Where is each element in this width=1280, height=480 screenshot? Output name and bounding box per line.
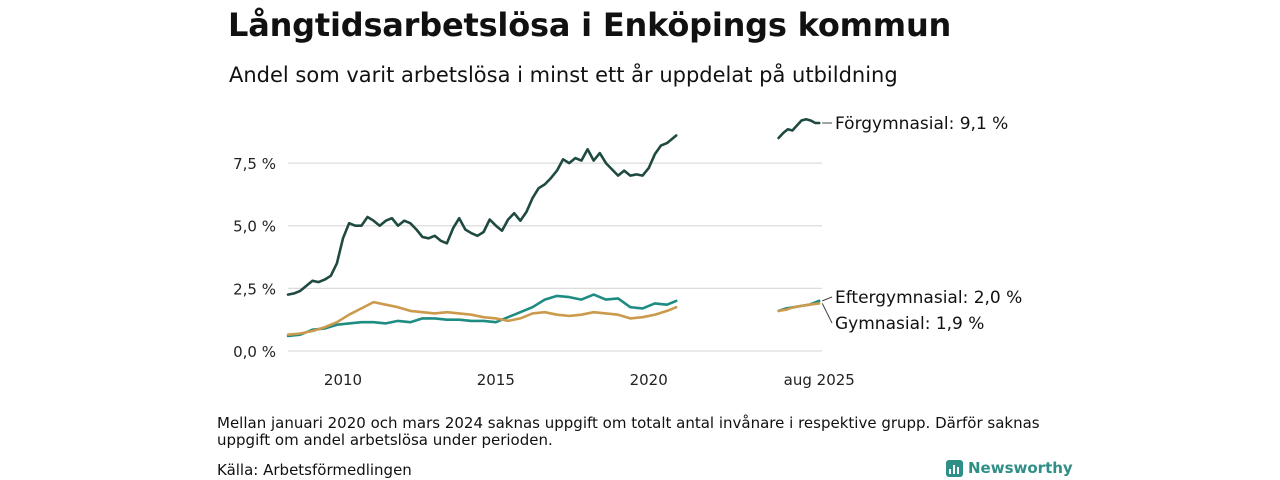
series-lines: [286, 118, 821, 338]
newsworthy-logo: Newsworthy: [946, 458, 1073, 478]
y-tick-label: 5,0 %: [233, 218, 276, 236]
x-tick-label: 2015: [477, 371, 515, 389]
label-leader-eftergymnasial: [822, 296, 833, 302]
y-tick-label: 0,0 %: [233, 343, 276, 361]
gridlines: [288, 162, 822, 352]
end-label-eftergymnasial: Eftergymnasial: 2,0 %: [835, 288, 1022, 308]
x-tick-label: 2010: [324, 371, 362, 389]
footnote: Mellan januari 2020 och mars 2024 saknas…: [217, 414, 1040, 449]
y-tick-label: 2,5 %: [233, 280, 276, 298]
x-tick-label: aug 2025: [784, 371, 855, 389]
brand-label: Newsworthy: [968, 459, 1073, 477]
chart-title: Långtidsarbetslösa i Enköpings kommun: [228, 6, 952, 44]
chart-subtitle: Andel som varit arbetslösa i minst ett å…: [229, 63, 898, 87]
x-axis-ticks: 2010 2015 2020 aug 2025: [324, 371, 855, 389]
x-tick-label: 2020: [630, 371, 668, 389]
end-label-forgymnasial: Förgymnasial: 9,1 %: [835, 114, 1008, 134]
series-line-forgymnasial: [286, 134, 678, 296]
y-axis-ticks: 0,0 % 2,5 % 5,0 % 7,5 %: [233, 155, 276, 361]
line-chart: 0,0 % 2,5 % 5,0 % 7,5 % 2010 2015 2020 aug 202…: [233, 114, 1022, 389]
series-line-gymnasial: [286, 300, 678, 336]
series-line-gymnasial: [777, 302, 821, 313]
source-text: Källa: Arbetsförmedlingen: [217, 461, 412, 479]
series-line-forgymnasial: [777, 118, 821, 140]
series-line-eftergymnasial: [286, 293, 678, 338]
y-tick-label: 7,5 %: [233, 155, 276, 173]
end-label-gymnasial: Gymnasial: 1,9 %: [835, 314, 984, 334]
bar-chart-icon: [946, 459, 963, 477]
label-leader-gymnasial: [821, 303, 833, 324]
end-labels: Förgymnasial: 9,1 % Eftergymnasial: 2,0 %…: [821, 114, 1022, 334]
